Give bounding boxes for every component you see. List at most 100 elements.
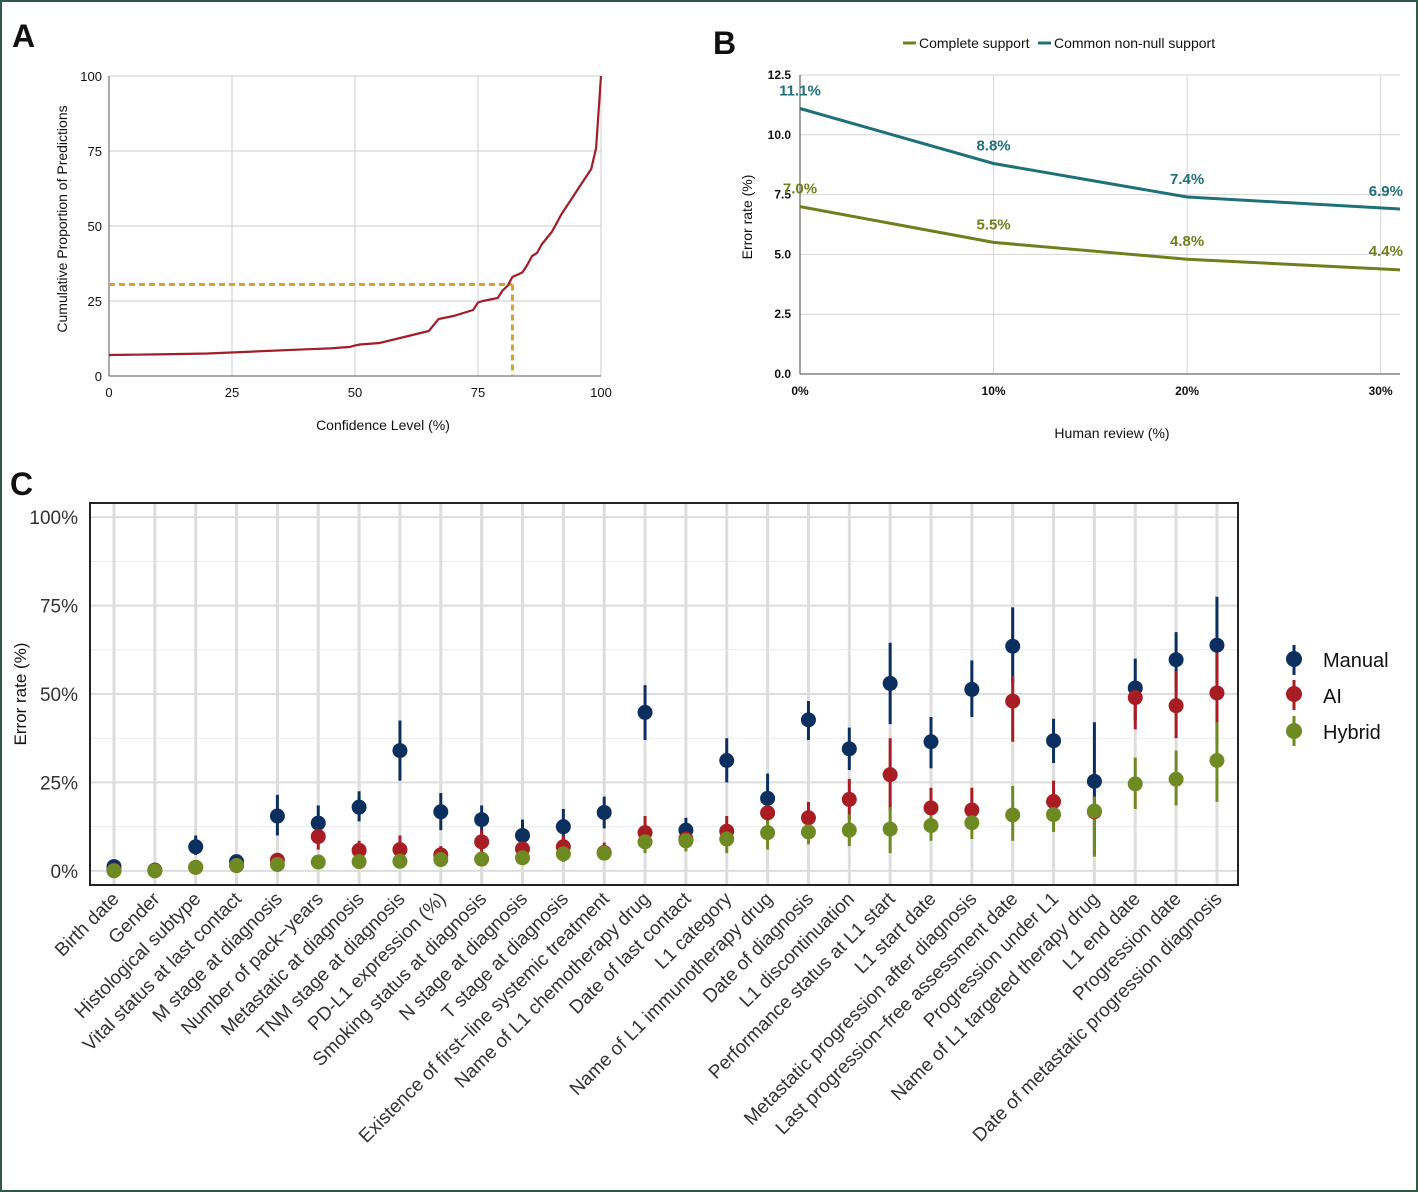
panel-c-chart: 0% 25% 50% 75% 100% Birth dateGenderHistolog… <box>11 502 1389 1147</box>
panel-c-point-manual <box>719 752 735 768</box>
panel-c-point-hybrid <box>1209 752 1225 768</box>
panel-c-y-tick-label: 100% <box>29 508 78 529</box>
panel-c-point-hybrid <box>1046 807 1062 823</box>
panel-c-point-manual <box>800 712 816 728</box>
panel-b-data-label: 8.8% <box>976 138 1010 155</box>
panel-b-series-line-0 <box>799 205 1401 272</box>
panel-b-data-label: 4.8% <box>1170 233 1204 250</box>
panel-a-y-tick-label: 50 <box>88 219 102 234</box>
panel-c-point-manual <box>964 681 980 697</box>
panel-c-point-ai <box>1209 685 1225 701</box>
panel-c-y-tick-label: 25% <box>40 773 78 794</box>
panel-c-point-hybrid <box>882 821 898 837</box>
panel-c-point-hybrid <box>637 834 653 850</box>
panel-a-y-tick-label: 25 <box>88 294 102 309</box>
panel-c-plot-border <box>89 502 1239 886</box>
panel-b-data-label: 7.4% <box>1170 171 1204 188</box>
panel-c-point-manual <box>1168 652 1184 668</box>
panel-b-chart: 0% 10% 20% 30% 0.0 2.5 5.0 7.5 10.0 12.5 7.0% 5.5%… <box>739 35 1403 441</box>
legend-label-complete-support: Complete support <box>919 35 1030 51</box>
panel-b-x-tick-label: 0% <box>791 384 809 398</box>
legend-dot-hybrid <box>1286 723 1302 739</box>
legend-dot-ai <box>1286 686 1302 702</box>
panel-b-data-label: 6.9% <box>1369 183 1403 200</box>
panel-c-grid <box>90 503 1238 885</box>
panel-c-point-hybrid <box>1086 803 1102 819</box>
panel-c-point-manual <box>188 839 204 855</box>
panel-c-point-hybrid <box>106 863 122 879</box>
panel-c-point-ai <box>760 805 776 821</box>
panel-c-point-ai <box>474 834 490 850</box>
panel-b-y-tick-label: 7.5 <box>774 188 791 202</box>
panel-c-point-manual <box>555 819 571 835</box>
panel-c-point-hybrid <box>392 853 408 869</box>
panel-c-point-manual <box>923 734 939 750</box>
panel-b-data-label: 4.4% <box>1369 243 1403 260</box>
panel-c-point-hybrid <box>596 845 612 861</box>
panel-c-point-ai <box>1005 693 1021 709</box>
panel-b-letter: B <box>713 25 736 61</box>
panel-c-point-hybrid <box>269 856 285 872</box>
panel-c-point-manual <box>841 741 857 757</box>
panel-c-point-hybrid <box>800 824 816 840</box>
legend-label-hybrid: Hybrid <box>1323 722 1381 744</box>
panel-b-x-axis-label: Human review (%) <box>1054 425 1169 441</box>
panel-c-y-tick-label: 75% <box>40 597 78 618</box>
panel-c-point-hybrid <box>433 852 449 868</box>
panel-b-series-line-1 <box>799 107 1401 211</box>
panel-b-y-axis-label: Error rate (%) <box>739 175 755 260</box>
panel-c-point-manual <box>760 790 776 806</box>
panel-b-x-tick-label: 10% <box>982 384 1006 398</box>
panel-c-point-manual <box>637 704 653 720</box>
panel-a-y-tick-label: 100 <box>80 69 102 84</box>
panel-b-y-tick-label: 5.0 <box>774 247 791 261</box>
panel-a-y-tick-label: 75 <box>88 144 102 159</box>
panel-a-x-axis-label: Confidence Level (%) <box>316 417 450 433</box>
panel-b-x-tick-label: 20% <box>1175 384 1199 398</box>
panel-c-point-ai <box>882 767 898 783</box>
panel-a-y-axis-label: Cumulative Proportion of Predictions <box>54 105 70 332</box>
panel-b-y-tick-label: 2.5 <box>774 307 791 321</box>
panel-c-point-hybrid <box>515 850 530 866</box>
panel-c-point-ai <box>351 842 367 858</box>
panel-c-y-axis-label: Error rate (%) <box>11 643 30 746</box>
panel-c-point-hybrid <box>964 815 980 831</box>
panel-c-point-ai <box>923 800 939 816</box>
panel-c-point-hybrid <box>719 831 735 847</box>
panel-c-point-hybrid <box>147 863 163 879</box>
panel-a-grid <box>108 75 602 377</box>
panel-c-point-manual <box>596 804 612 820</box>
panel-c-point-manual <box>433 804 449 820</box>
panel-c-point-ai <box>392 842 408 858</box>
panel-a-x-tick-label: 50 <box>348 385 362 400</box>
panel-b-data-label: 5.5% <box>976 216 1010 233</box>
panel-c-point-ai <box>1046 794 1062 810</box>
panel-a-y-tick-label: 0 <box>95 369 102 384</box>
panel-a-series-line <box>108 75 603 357</box>
panel-c-point-hybrid <box>923 818 939 834</box>
panel-c-point-ai <box>964 802 980 818</box>
panel-c-point-ai <box>800 810 816 826</box>
panel-c-point-hybrid <box>188 859 204 875</box>
panel-b-tick-labels: 0% 10% 20% 30% 0.0 2.5 5.0 7.5 10.0 12.5 <box>768 68 1393 398</box>
panel-b-y-tick-label: 0.0 <box>774 367 791 381</box>
panel-c-points <box>106 596 1225 879</box>
panel-c-y-tick-label: 0% <box>51 862 79 883</box>
panel-a-x-tick-label: 100 <box>590 385 612 400</box>
legend-label-ai: AI <box>1323 686 1342 708</box>
panel-c-point-manual <box>1086 773 1102 789</box>
panel-a-x-tick-label: 75 <box>471 385 485 400</box>
panel-c-point-manual <box>1209 637 1225 653</box>
panel-c-legend: Manual AI Hybrid <box>1286 645 1389 746</box>
panel-c-point-hybrid <box>351 854 367 870</box>
panel-c-point-hybrid <box>841 822 857 838</box>
panel-c-y-tick-label: 50% <box>40 685 78 706</box>
panel-c-point-hybrid <box>678 833 694 849</box>
panel-b-series <box>799 107 1401 272</box>
panel-a-chart: 0 25 50 75 100 0 25 50 75 100 Confidence Level (%… <box>54 69 612 433</box>
panel-c-point-ai <box>841 791 857 807</box>
legend-label-common-support: Common non-null support <box>1054 35 1215 51</box>
